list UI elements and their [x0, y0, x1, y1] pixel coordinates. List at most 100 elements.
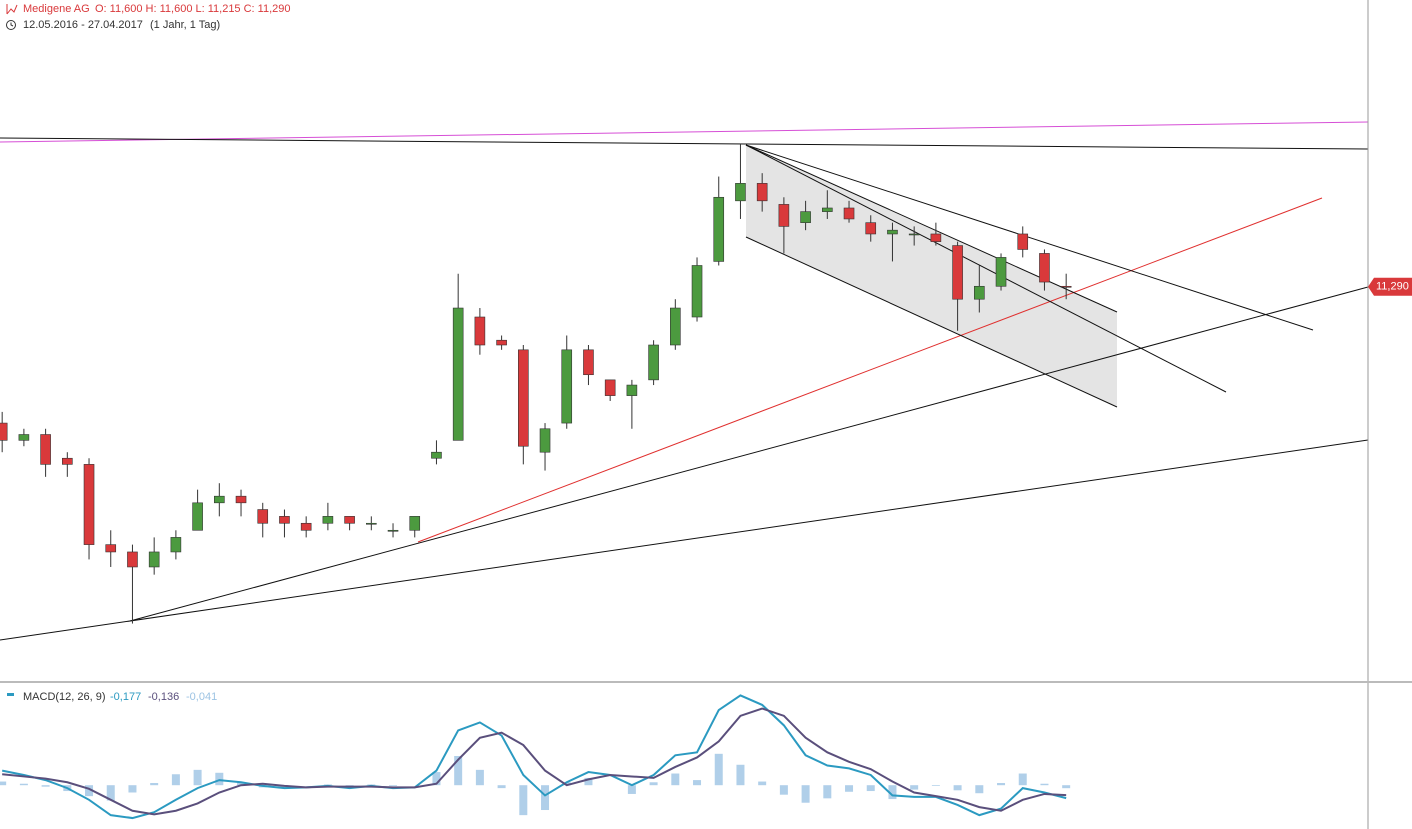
- candle-body: [474, 316, 486, 346]
- candle-body: [235, 495, 247, 504]
- candle-body: [561, 349, 573, 424]
- histogram-bar: [1018, 773, 1027, 786]
- candle-body: [105, 544, 117, 553]
- trend-line: [745, 144, 1227, 393]
- candle-body: [626, 384, 638, 396]
- histogram-bar: [150, 783, 159, 786]
- trend-line: [0, 439, 1369, 641]
- histogram-bar: [128, 785, 137, 793]
- histogram-bar: [497, 785, 506, 789]
- candle-body: [648, 344, 659, 381]
- histogram-bar: [931, 785, 940, 786]
- macd-title: MACD(12, 26, 9): [23, 691, 106, 703]
- channel-fill: [746, 145, 1117, 407]
- candle-body: [778, 204, 790, 227]
- clock-icon: [6, 20, 16, 30]
- histogram-bar: [323, 784, 332, 786]
- candle-body: [214, 495, 225, 504]
- marks: [0, 143, 1072, 820]
- candle-body: [431, 451, 442, 459]
- candle-body: [887, 229, 898, 235]
- histogram-readout: -0,041: [186, 691, 217, 703]
- candle-body: [908, 233, 920, 236]
- histogram-bar: [801, 785, 810, 803]
- candle-body: [496, 339, 507, 346]
- candle-body: [843, 207, 855, 220]
- candle-body: [192, 502, 203, 531]
- candle-body: [952, 245, 963, 300]
- histogram-bar: [866, 785, 875, 792]
- candle-body: [1060, 285, 1072, 288]
- histogram-bar: [910, 785, 919, 790]
- histogram-bar: [237, 782, 246, 786]
- clock-hand: [10, 22, 14, 27]
- histogram-bar: [736, 764, 745, 786]
- candle-body: [518, 349, 529, 447]
- histogram-bar: [171, 774, 180, 786]
- trend-line: [129, 286, 1369, 622]
- histogram-bar: [779, 785, 788, 795]
- candle-body: [257, 509, 269, 524]
- candle-body: [583, 349, 594, 376]
- histogram-bar: [1062, 785, 1071, 789]
- histogram-bar: [367, 784, 376, 786]
- macd-line: [2, 707, 1067, 816]
- histogram-bar: [562, 782, 571, 786]
- histogram-bar: [541, 785, 550, 811]
- candle-body: [713, 196, 725, 262]
- candle-body: [995, 257, 1007, 287]
- trend-line: [745, 144, 1314, 331]
- date-range: 12.05.2016 - 27.04.2017: [23, 19, 143, 31]
- histogram-bar: [19, 783, 28, 786]
- candle-body: [344, 516, 355, 524]
- candle-body: [756, 183, 768, 202]
- histogram-bar: [475, 769, 484, 786]
- trend-lines: [0, 121, 1369, 641]
- candle-body: [409, 516, 421, 531]
- candle-body: [1039, 253, 1050, 283]
- channel-line: [745, 236, 1118, 408]
- trend-line: [417, 197, 1323, 543]
- last-price-label: 11,290: [1376, 281, 1409, 293]
- macd-icon: [7, 693, 14, 696]
- histogram-bar: [845, 785, 854, 792]
- candle-body: [127, 551, 138, 568]
- histogram-bar: [519, 785, 528, 816]
- candle-body: [670, 307, 681, 346]
- candle-body: [539, 428, 551, 453]
- candle-body: [452, 307, 464, 441]
- candle-body: [691, 265, 703, 318]
- macd-line: [1, 694, 1067, 820]
- period: (1 Jahr, 1 Tag): [150, 19, 220, 31]
- histogram-bar: [1040, 783, 1049, 786]
- candle-body: [170, 537, 182, 553]
- histogram-bar: [627, 785, 636, 794]
- candle-body: [974, 285, 985, 300]
- trend-line: [0, 121, 1369, 143]
- histogram-bar: [106, 785, 115, 801]
- candle-body: [83, 464, 95, 545]
- ohlc-readout: O: 11,600 H: 11,600 L: 11,215 C: 11,290: [95, 3, 291, 15]
- candle-body: [40, 434, 51, 465]
- candle-body: [930, 233, 942, 242]
- histogram-bar: [193, 769, 202, 786]
- candle-body: [279, 516, 290, 524]
- histogram-bar: [0, 781, 7, 786]
- histogram-bar: [389, 785, 398, 786]
- histogram-bar: [85, 785, 94, 797]
- histogram-bar: [714, 753, 723, 786]
- chart-icon: [6, 4, 18, 15]
- candle-body: [0, 422, 8, 441]
- trend-line: [0, 137, 1369, 150]
- last-price-box: [1368, 277, 1412, 296]
- histogram-bar: [584, 777, 593, 786]
- candle-body: [865, 222, 877, 235]
- histogram-bar: [432, 772, 441, 786]
- candle-body: [148, 551, 160, 568]
- signal-readout: -0,136: [148, 691, 179, 703]
- candle-body: [822, 207, 833, 212]
- candle-body: [604, 379, 616, 396]
- histogram-bar: [671, 773, 680, 786]
- histogram-bar: [41, 785, 50, 787]
- candle-body: [735, 183, 746, 202]
